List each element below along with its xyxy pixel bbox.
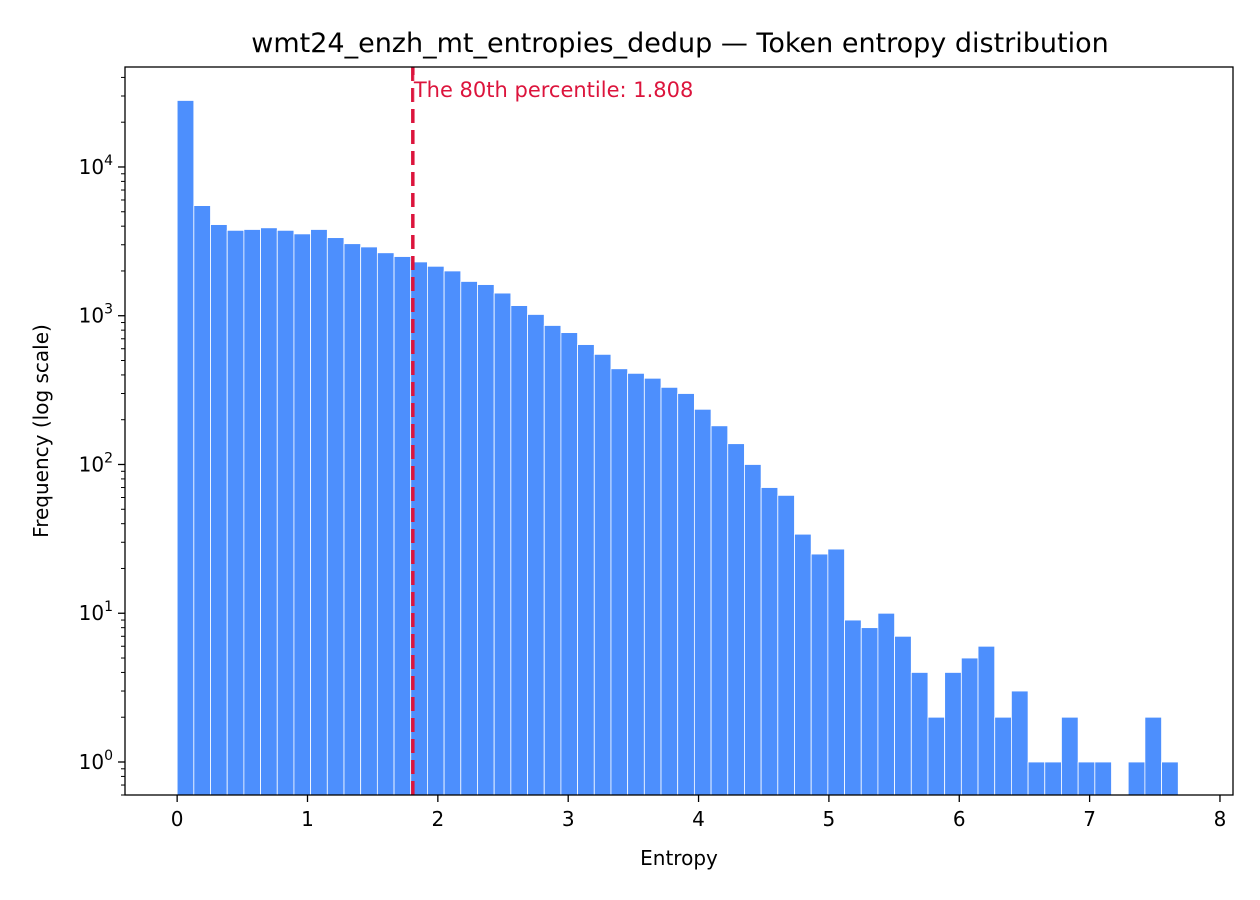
histogram-bar [493, 292, 512, 796]
histogram-bar [643, 377, 662, 796]
histogram-bar [226, 229, 245, 796]
histogram-bar [1061, 716, 1079, 796]
x-axis-label: Entropy [640, 846, 718, 870]
histogram-bar [1127, 761, 1146, 796]
histogram-bar [827, 548, 845, 796]
histogram-bar [944, 672, 962, 796]
histogram-bar [1044, 761, 1062, 796]
histogram-bar [1027, 761, 1046, 796]
histogram-bar [560, 332, 578, 796]
histogram-bar [860, 627, 879, 796]
histogram-bar [994, 716, 1012, 796]
histogram-bar [877, 612, 896, 796]
histogram-bar [727, 443, 745, 796]
histogram-bar [343, 243, 362, 796]
y-tick-label: 103 [79, 302, 113, 328]
histogram-bar [610, 368, 629, 796]
x-tick-label: 7 [1083, 807, 1096, 831]
histogram-bar [310, 229, 328, 796]
histogram-bar [543, 325, 562, 796]
x-tick-label: 3 [562, 807, 575, 831]
x-tick-label: 1 [301, 807, 314, 831]
histogram-bar [527, 314, 545, 796]
y-tick-label: 102 [79, 450, 113, 476]
histogram-bar [693, 408, 712, 796]
histogram-bar [376, 252, 395, 796]
histogram-bar [577, 344, 595, 796]
histogram-bar [810, 553, 829, 796]
histogram-bar [1144, 716, 1162, 796]
histogram-bar [176, 100, 195, 796]
histogram-bar [243, 229, 261, 796]
histogram-bar [977, 645, 996, 796]
x-axis-ticks: 0 1 2 3 4 5 6 7 8 [171, 795, 1227, 831]
histogram-bar [276, 229, 295, 796]
y-tick-label: 104 [79, 153, 113, 179]
y-tick-label: 100 [79, 748, 113, 774]
histogram-bar [593, 353, 612, 796]
chart-title: wmt24_enzh_mt_entropies_dedup — Token en… [251, 28, 1109, 59]
histogram-bar [1077, 761, 1096, 796]
histogram-bar [760, 487, 779, 796]
percentile-label-backdrop [413, 75, 418, 105]
histogram-bar [660, 386, 679, 796]
histogram-bar [894, 635, 912, 796]
histogram-bar [360, 246, 378, 796]
percentile-line-group: The 80th percentile: 1.808 [411, 67, 694, 795]
histogram-bar [293, 233, 312, 796]
histogram-bar [477, 284, 495, 796]
histogram-bar [627, 372, 645, 796]
y-axis-label: Frequency (log scale) [29, 324, 53, 538]
histogram-bar [210, 224, 228, 796]
x-tick-label: 8 [1214, 807, 1227, 831]
histogram-bar [1161, 761, 1179, 796]
histogram-bar [510, 305, 528, 796]
x-tick-label: 0 [171, 807, 184, 831]
histogram-bar [710, 425, 729, 796]
histogram-bar [927, 716, 946, 796]
x-tick-label: 4 [692, 807, 705, 831]
histogram-bar [1094, 761, 1112, 796]
histogram-bar [960, 657, 979, 796]
x-tick-label: 5 [823, 807, 836, 831]
histogram-bar [193, 205, 211, 796]
histogram-bar [326, 237, 345, 796]
histogram-bar [1011, 690, 1029, 796]
x-tick-label: 6 [953, 807, 966, 831]
histogram-bar [427, 265, 445, 796]
histogram-bar [777, 494, 795, 796]
histogram-bar [677, 393, 695, 796]
y-tick-label: 101 [79, 599, 113, 625]
histogram-bar [794, 533, 812, 796]
histogram-bar [443, 270, 462, 796]
histogram-bar [844, 619, 862, 796]
histogram-bar [260, 227, 278, 796]
histogram-bar [910, 672, 929, 796]
histogram-bar [460, 281, 478, 796]
x-tick-label: 2 [431, 807, 444, 831]
histogram-bar [393, 256, 412, 796]
plot-frame [124, 66, 1234, 796]
y-axis-ticks: 100 101 102 103 104 [79, 76, 125, 796]
histogram-bar [744, 464, 762, 796]
percentile-label: The 80th percentile: 1.808 [413, 78, 694, 102]
